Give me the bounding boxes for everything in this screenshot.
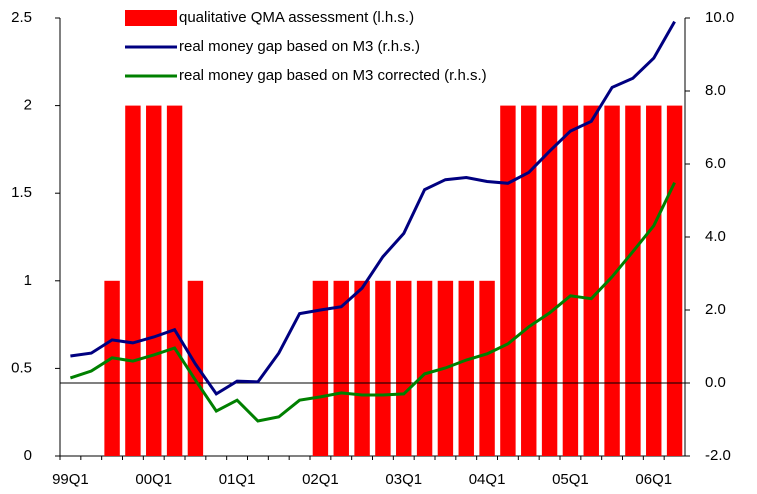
y2-tick-label: -2.0 bbox=[705, 447, 731, 464]
x-tick-label: 99Q1 bbox=[52, 471, 89, 488]
x-tick-label: 03Q1 bbox=[385, 471, 422, 488]
y2-tick-label: 10.0 bbox=[705, 9, 734, 26]
legend-label: qualitative QMA assessment (l.h.s.) bbox=[179, 9, 414, 26]
y2-tick-label: 8.0 bbox=[705, 82, 726, 99]
bar bbox=[458, 280, 474, 456]
y2-tick-label: 2.0 bbox=[705, 301, 726, 318]
x-tick-label: 04Q1 bbox=[469, 471, 506, 488]
legend-label: real money gap based on M3 corrected (r.… bbox=[179, 67, 487, 84]
legend-label: real money gap based on M3 (r.h.s.) bbox=[179, 38, 420, 55]
bar bbox=[479, 280, 495, 456]
line bbox=[69, 181, 676, 423]
y-tick-label: 1.5 bbox=[11, 184, 32, 201]
bar bbox=[125, 105, 141, 456]
x-tick-label: 01Q1 bbox=[219, 471, 256, 488]
y-tick-label: 1 bbox=[24, 272, 32, 289]
bar bbox=[312, 280, 329, 456]
bar bbox=[583, 105, 599, 456]
y-tick-label: 0.5 bbox=[11, 359, 32, 376]
y2-tick-label: 6.0 bbox=[705, 155, 726, 172]
bar bbox=[521, 105, 537, 456]
bar bbox=[541, 105, 558, 456]
bar bbox=[562, 105, 579, 456]
y2-tick-label: 4.0 bbox=[705, 228, 726, 245]
bar bbox=[416, 280, 433, 456]
x-tick-label: 02Q1 bbox=[302, 471, 339, 488]
y-tick-label: 2.5 bbox=[11, 9, 32, 26]
bar bbox=[375, 280, 391, 456]
bar bbox=[104, 280, 120, 456]
y2-tick-label: 0.0 bbox=[705, 374, 726, 391]
bar bbox=[396, 280, 412, 456]
legend-swatch bbox=[125, 10, 177, 26]
bar bbox=[333, 280, 349, 456]
line bbox=[70, 20, 676, 396]
bar bbox=[604, 105, 620, 456]
bar bbox=[646, 105, 662, 456]
x-tick-label: 00Q1 bbox=[135, 471, 172, 488]
x-tick-label: 05Q1 bbox=[552, 471, 589, 488]
bar bbox=[187, 280, 204, 456]
y-tick-label: 0 bbox=[24, 447, 32, 464]
x-tick-label: 06Q1 bbox=[635, 471, 672, 488]
bar bbox=[500, 105, 516, 456]
y-tick-label: 2 bbox=[24, 97, 32, 114]
bar bbox=[354, 280, 370, 456]
bar bbox=[625, 105, 641, 456]
bar bbox=[666, 105, 683, 456]
bar bbox=[166, 105, 183, 456]
bar bbox=[146, 105, 162, 456]
